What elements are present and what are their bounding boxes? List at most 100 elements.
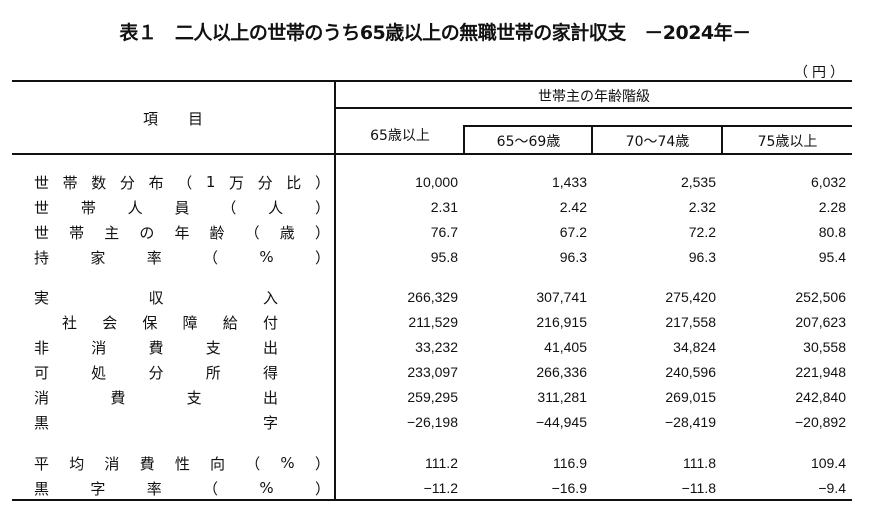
row-label-char: 消 <box>91 338 107 357</box>
column-header-70-74: 70～74歳 <box>625 134 690 150</box>
row-label-char: 分 <box>257 173 273 192</box>
row-label-char: の <box>139 223 155 242</box>
row-label-char: 障 <box>182 313 198 332</box>
table-title: 表１ 二人以上の世帯のうち65歳以上の無職世帯の家計収支 －2024年－ <box>119 22 751 44</box>
row-label-char: 主 <box>104 223 120 242</box>
cell-value: −20,892 <box>795 414 846 430</box>
cell-value: 96.3 <box>559 249 587 265</box>
cell-value: 2.42 <box>559 199 587 215</box>
cell-value: −16.9 <box>551 480 587 496</box>
cell-value: 76.7 <box>430 224 458 240</box>
cell-value: 111.2 <box>425 455 458 471</box>
row-label-char: 会 <box>102 313 118 332</box>
row-label-char: 人 <box>268 198 284 217</box>
cell-value: 6,032 <box>810 174 846 190</box>
row-label-char: ） <box>314 248 330 267</box>
cell-value: 1,433 <box>551 174 587 190</box>
cell-value: 240,596 <box>665 364 716 380</box>
row-label-char: 保 <box>142 313 158 332</box>
cell-value: 242,840 <box>795 389 846 405</box>
row-label-char: 分 <box>119 173 135 192</box>
row-label-char: 出 <box>262 338 278 357</box>
row-label-char: 入 <box>262 288 278 307</box>
row-label-char: % <box>259 248 274 266</box>
row-label-char: ） <box>314 479 330 498</box>
subheader-top-border <box>464 125 852 127</box>
row-label-char: 費 <box>110 388 126 407</box>
row-label-char: 数 <box>91 173 107 192</box>
cell-value: 266,329 <box>407 289 458 305</box>
row-label-char: 布 <box>148 173 164 192</box>
column-header-75plus: 75歳以上 <box>757 134 818 150</box>
row-label-char: 実 <box>34 288 50 307</box>
row-label-char: 得 <box>262 363 278 382</box>
row-label-char: 支 <box>186 388 202 407</box>
row-label-char: 費 <box>148 338 164 357</box>
cell-value: 266,336 <box>536 364 587 380</box>
cell-value: 221,948 <box>795 364 846 380</box>
column-header-65-69: 65～69歳 <box>496 134 561 150</box>
cell-value: 216,915 <box>536 314 587 330</box>
row-label-char: 向 <box>210 454 226 473</box>
row-label-char: 性 <box>174 454 190 473</box>
row-label-char: 1 <box>205 173 216 191</box>
cell-value: 252,506 <box>795 289 846 305</box>
row-label-char: （ <box>221 198 237 217</box>
row-label-char: 世 <box>34 198 50 217</box>
row-label-char: 字 <box>262 413 278 432</box>
row-label-char: 支 <box>205 338 221 357</box>
cell-value: 2,535 <box>680 174 716 190</box>
row-label: 平均消費性 向 （% ） <box>34 452 330 474</box>
row-label: 非消費支出 <box>34 336 278 358</box>
row-label-char: 持 <box>34 248 50 267</box>
row-label-char: （ <box>245 454 261 473</box>
cell-value: 116.9 <box>553 455 587 471</box>
row-label: 社会保障給付 <box>62 311 278 333</box>
cell-value: −44,945 <box>536 414 587 430</box>
cell-value: 41,405 <box>544 339 587 355</box>
row-label-char: 歳 <box>279 223 295 242</box>
cell-value: −28,419 <box>665 414 716 430</box>
group-header-border <box>335 107 852 109</box>
cell-value: 259,295 <box>407 389 458 405</box>
row-label: 世帯主の年齢 （ 歳 ） <box>34 221 330 243</box>
cell-value: 2.32 <box>688 199 716 215</box>
row-label-char: 均 <box>69 454 85 473</box>
cell-value: 307,741 <box>536 289 587 305</box>
row-label-char: ） <box>314 223 330 242</box>
cell-value: 211,529 <box>408 314 458 330</box>
cell-value: 275,420 <box>665 289 716 305</box>
row-label-char: 世 <box>34 223 50 242</box>
row-label: 持 家 率 （% ） <box>34 246 330 268</box>
row-label: 世帯数分布（1 万分比） <box>34 171 330 193</box>
row-label: 黒 字 率 （% ） <box>34 477 330 499</box>
row-label: 黒字 <box>34 411 278 433</box>
row-label-char: 年 <box>174 223 190 242</box>
cell-value: 67.2 <box>559 224 587 240</box>
cell-value: 233,097 <box>407 364 458 380</box>
row-label-char: 所 <box>205 363 221 382</box>
col-divider-1 <box>463 125 465 155</box>
cell-value: −9.4 <box>818 480 846 496</box>
row-label-char: 帯 <box>62 173 78 192</box>
col-divider-2 <box>591 125 593 155</box>
row-label-char: 人 <box>127 198 143 217</box>
row-label: 消費支出 <box>34 386 278 408</box>
header-bottom-border <box>12 153 852 155</box>
row-label-char: 帯 <box>80 198 96 217</box>
cell-value: 34,824 <box>673 339 716 355</box>
unit-label: （円） <box>794 65 848 81</box>
row-label-char: ） <box>314 454 330 473</box>
cell-value: 95.8 <box>430 249 458 265</box>
cell-value: 72.2 <box>688 224 716 240</box>
row-label: 可処分所得 <box>34 361 278 383</box>
cell-value: −11.8 <box>681 480 716 496</box>
cell-value: 33,232 <box>415 339 458 355</box>
row-label-char: 字 <box>90 479 106 498</box>
group-header: 世帯主の年齢階級 <box>538 89 650 105</box>
row-label-char: 消 <box>34 388 50 407</box>
cell-value: 2.28 <box>818 199 846 215</box>
table-bottom-border <box>12 499 852 501</box>
row-label-char: 齢 <box>209 223 225 242</box>
cell-value: 207,623 <box>795 314 846 330</box>
